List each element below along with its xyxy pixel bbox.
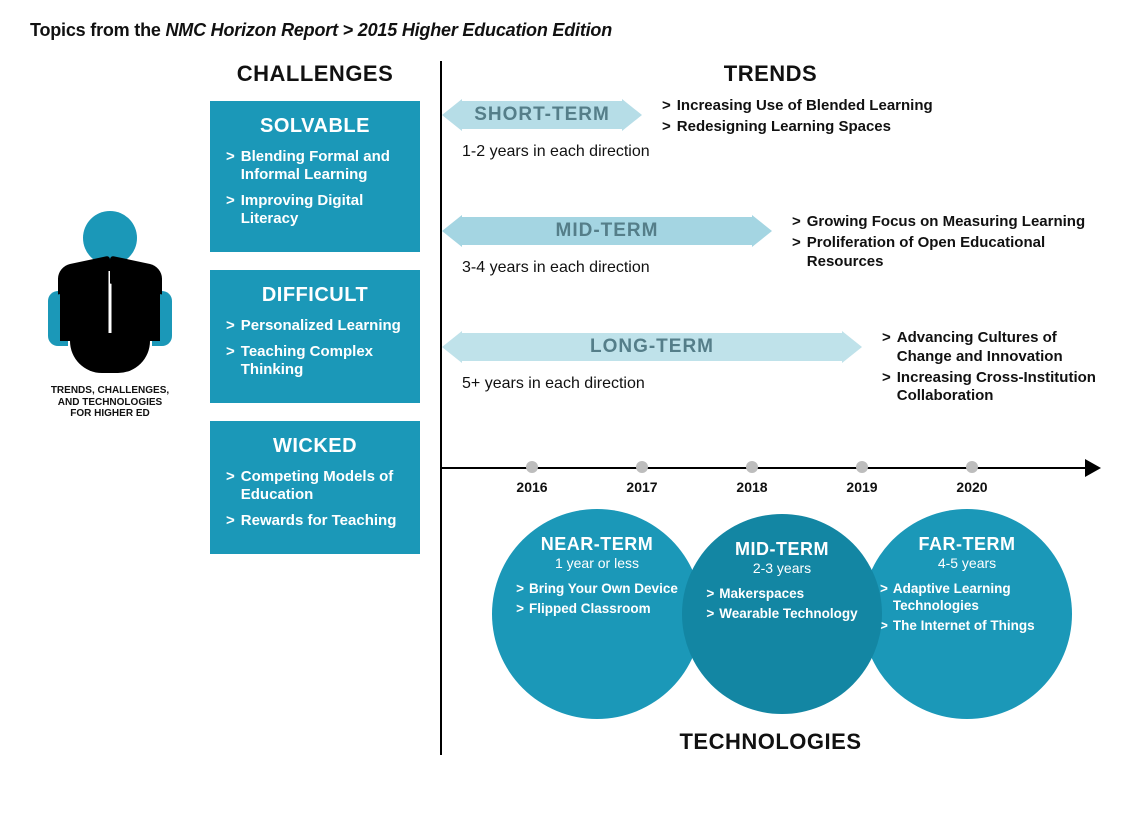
chevron-right-icon: > bbox=[226, 148, 235, 184]
timeline-tick-icon bbox=[856, 461, 868, 473]
challenge-item: >Blending Formal and Informal Learning bbox=[226, 148, 404, 184]
title-prefix: Topics from the bbox=[30, 20, 165, 40]
technology-circle-items: >Makerspaces >Wearable Technology bbox=[688, 586, 875, 626]
technology-circle-subtitle: 4-5 years bbox=[938, 555, 996, 571]
technology-item: >The Internet of Things bbox=[880, 618, 1054, 635]
chevron-right-icon: > bbox=[226, 512, 235, 530]
reader-body-icon bbox=[50, 271, 170, 381]
chevron-right-icon: > bbox=[706, 586, 714, 603]
chevron-right-icon: > bbox=[792, 213, 801, 232]
chevron-right-icon: > bbox=[662, 97, 671, 116]
timeline-year-label: 2019 bbox=[846, 479, 877, 495]
bidirectional-arrow-icon: MID-TERM bbox=[442, 217, 772, 245]
challenge-item: >Competing Models of Education bbox=[226, 468, 404, 504]
technologies-circles: NEAR-TERM 1 year or less >Bring Your Own D… bbox=[472, 509, 1099, 719]
trend-sublabel: 1-2 years in each direction bbox=[462, 143, 650, 161]
reader-icon: TRENDS, CHALLENGES, AND TECHNOLOGIES FOR… bbox=[45, 211, 175, 420]
challenge-card-wicked: WICKED >Competing Models of Education >Rew… bbox=[210, 421, 420, 554]
challenge-card-title: WICKED bbox=[226, 435, 404, 458]
challenge-item: >Improving Digital Literacy bbox=[226, 192, 404, 228]
timeline-year-label: 2018 bbox=[736, 479, 767, 495]
trend-item: >Increasing Cross-Institution Collaborat… bbox=[882, 369, 1099, 407]
timeline: 2016 2017 2018 2019 2020 bbox=[442, 449, 1099, 499]
bidirectional-arrow-icon: LONG-TERM bbox=[442, 333, 862, 361]
technology-circle-items: >Bring Your Own Device >Flipped Classroom bbox=[498, 581, 696, 621]
trend-item: >Increasing Use of Blended Learning bbox=[662, 97, 933, 116]
chevron-right-icon: > bbox=[706, 606, 714, 623]
trend-row-mid-term: MID-TERM>Growing Focus on Measuring Lear… bbox=[442, 217, 1099, 307]
trend-row-short-term: SHORT-TERM>Increasing Use of Blended Lea… bbox=[442, 101, 1099, 191]
left-icon-column: TRENDS, CHALLENGES, AND TECHNOLOGIES FOR… bbox=[30, 61, 190, 755]
right-column: TRENDS SHORT-TERM >Increasing Use of Blen… bbox=[440, 61, 1099, 755]
chevron-right-icon: > bbox=[662, 118, 671, 137]
timeline-axis bbox=[442, 467, 1099, 469]
bidirectional-arrow-icon: SHORT-TERM bbox=[442, 101, 642, 129]
technologies-heading: TECHNOLOGIES bbox=[442, 729, 1099, 755]
technology-circle-title: FAR-TERM bbox=[919, 535, 1016, 553]
trend-items: >Increasing Use of Blended Learning >Rede… bbox=[662, 97, 933, 139]
technology-circle-near-term: NEAR-TERM 1 year or less >Bring Your Own D… bbox=[492, 509, 702, 719]
trend-items: >Advancing Cultures of Change and Innova… bbox=[882, 329, 1099, 408]
technology-circle-far-term: FAR-TERM 4-5 years >Adaptive Learning Tech… bbox=[862, 509, 1072, 719]
timeline-year-label: 2016 bbox=[516, 479, 547, 495]
trend-arrow-label: MID-TERM bbox=[442, 217, 772, 245]
chevron-right-icon: > bbox=[792, 234, 801, 272]
chevron-right-icon: > bbox=[882, 369, 891, 407]
chevron-right-icon: > bbox=[226, 343, 235, 379]
trend-sublabel: 5+ years in each direction bbox=[462, 375, 645, 393]
title-italic: NMC Horizon Report > 2015 Higher Educati… bbox=[165, 20, 612, 40]
challenges-heading: CHALLENGES bbox=[210, 61, 420, 87]
chevron-right-icon: > bbox=[226, 468, 235, 504]
challenges-column: CHALLENGES SOLVABLE >Blending Formal and … bbox=[210, 61, 420, 755]
timeline-tick-icon bbox=[636, 461, 648, 473]
trend-arrow-label: SHORT-TERM bbox=[442, 101, 642, 129]
technology-item: >Makerspaces bbox=[706, 586, 857, 603]
technology-circle-items: >Adaptive Learning Technologies >The Inte… bbox=[862, 581, 1072, 638]
chevron-right-icon: > bbox=[882, 329, 891, 367]
technology-circle-mid-term: MID-TERM 2-3 years >Makerspaces >Wearable T… bbox=[682, 514, 882, 714]
chevron-right-icon: > bbox=[226, 317, 235, 335]
timeline-tick-icon bbox=[966, 461, 978, 473]
technology-item: >Adaptive Learning Technologies bbox=[880, 581, 1054, 615]
challenge-card-title: SOLVABLE bbox=[226, 115, 404, 138]
timeline-year-label: 2017 bbox=[626, 479, 657, 495]
trend-item: >Proliferation of Open Educational Resou… bbox=[792, 234, 1099, 272]
trend-item: >Redesigning Learning Spaces bbox=[662, 118, 933, 137]
main-layout: TRENDS, CHALLENGES, AND TECHNOLOGIES FOR… bbox=[30, 61, 1099, 755]
technology-circle-title: NEAR-TERM bbox=[541, 535, 654, 553]
trend-row-long-term: LONG-TERM>Advancing Cultures of Change a… bbox=[442, 333, 1099, 423]
challenge-card-solvable: SOLVABLE >Blending Formal and Informal Le… bbox=[210, 101, 420, 252]
timeline-arrowhead-icon bbox=[1085, 459, 1101, 477]
timeline-tick-icon bbox=[526, 461, 538, 473]
technology-circle-subtitle: 1 year or less bbox=[555, 555, 639, 571]
chevron-right-icon: > bbox=[516, 601, 524, 618]
technology-circle-subtitle: 2-3 years bbox=[753, 560, 811, 576]
timeline-year-label: 2020 bbox=[956, 479, 987, 495]
trends-heading: TRENDS bbox=[442, 61, 1099, 87]
trend-sublabel: 3-4 years in each direction bbox=[462, 259, 650, 277]
challenge-card-title: DIFFICULT bbox=[226, 284, 404, 307]
trend-arrow-label: LONG-TERM bbox=[442, 333, 862, 361]
challenge-item: >Rewards for Teaching bbox=[226, 512, 404, 530]
timeline-tick-icon bbox=[746, 461, 758, 473]
technology-item: >Flipped Classroom bbox=[516, 601, 678, 618]
challenge-item: >Personalized Learning bbox=[226, 317, 404, 335]
chevron-right-icon: > bbox=[516, 581, 524, 598]
trend-item: >Advancing Cultures of Change and Innova… bbox=[882, 329, 1099, 367]
technology-circle-title: MID-TERM bbox=[735, 540, 829, 558]
page-title: Topics from the NMC Horizon Report > 201… bbox=[30, 20, 1099, 41]
challenge-card-difficult: DIFFICULT >Personalized Learning >Teaching… bbox=[210, 270, 420, 403]
trend-item: >Growing Focus on Measuring Learning bbox=[792, 213, 1099, 232]
chevron-right-icon: > bbox=[226, 192, 235, 228]
challenge-item: >Teaching Complex Thinking bbox=[226, 343, 404, 379]
trend-items: >Growing Focus on Measuring Learning >Pro… bbox=[792, 213, 1099, 273]
reader-caption: TRENDS, CHALLENGES, AND TECHNOLOGIES FOR… bbox=[45, 385, 175, 420]
technology-item: >Bring Your Own Device bbox=[516, 581, 678, 598]
technology-item: >Wearable Technology bbox=[706, 606, 857, 623]
